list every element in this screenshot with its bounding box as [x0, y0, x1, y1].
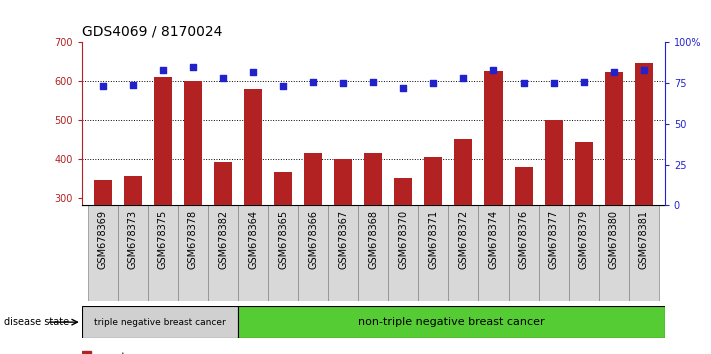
Bar	[358, 205, 388, 301]
Bar	[599, 205, 629, 301]
Point	[578, 79, 589, 84]
Bar	[545, 120, 562, 314]
Bar	[424, 157, 442, 314]
Point	[247, 69, 259, 75]
Point	[97, 84, 109, 89]
Bar	[418, 205, 449, 301]
Bar	[515, 167, 533, 314]
Bar	[479, 205, 508, 301]
Bar	[184, 81, 202, 314]
Bar	[274, 172, 292, 314]
Text: GSM678368: GSM678368	[368, 210, 378, 269]
Point	[187, 64, 198, 70]
Bar	[238, 306, 665, 338]
Bar	[449, 205, 479, 301]
Bar	[124, 176, 142, 314]
Text: GSM678364: GSM678364	[248, 210, 258, 269]
Point	[307, 79, 319, 84]
Bar	[148, 205, 178, 301]
Bar	[87, 205, 118, 301]
Text: non-triple negative breast cancer: non-triple negative breast cancer	[358, 317, 545, 327]
Bar	[94, 180, 112, 314]
Bar	[484, 71, 503, 314]
Bar	[454, 139, 472, 314]
Bar	[268, 205, 298, 301]
Bar	[395, 178, 412, 314]
Bar	[334, 159, 352, 314]
Bar	[214, 161, 232, 314]
Text: GSM678374: GSM678374	[488, 210, 498, 269]
Point	[428, 80, 439, 86]
Text: triple negative breast cancer: triple negative breast cancer	[94, 318, 226, 327]
Text: GSM678376: GSM678376	[518, 210, 528, 269]
Point	[608, 69, 619, 75]
Bar	[82, 351, 91, 354]
Bar	[82, 306, 238, 338]
Text: disease state: disease state	[4, 317, 69, 327]
Point	[157, 67, 169, 73]
Bar	[635, 63, 653, 314]
Point	[458, 75, 469, 81]
Point	[488, 67, 499, 73]
Text: GSM678365: GSM678365	[278, 210, 288, 269]
Text: GSM678379: GSM678379	[579, 210, 589, 269]
Text: GSM678370: GSM678370	[398, 210, 408, 269]
Text: GSM678382: GSM678382	[218, 210, 228, 269]
Point	[277, 84, 289, 89]
Text: GSM678372: GSM678372	[459, 210, 469, 269]
Text: GSM678366: GSM678366	[308, 210, 318, 269]
Text: GSM678369: GSM678369	[98, 210, 108, 269]
Point	[548, 80, 560, 86]
Text: GSM678378: GSM678378	[188, 210, 198, 269]
Bar	[388, 205, 418, 301]
Bar	[154, 78, 172, 314]
Point	[518, 80, 529, 86]
Text: GSM678373: GSM678373	[128, 210, 138, 269]
Point	[338, 80, 349, 86]
Bar	[304, 153, 322, 314]
Bar	[574, 142, 593, 314]
Point	[368, 79, 379, 84]
Point	[638, 67, 649, 73]
Bar	[604, 72, 623, 314]
Text: GDS4069 / 8170024: GDS4069 / 8170024	[82, 25, 222, 39]
Text: GSM678367: GSM678367	[338, 210, 348, 269]
Bar	[208, 205, 238, 301]
Bar	[298, 205, 328, 301]
Bar	[569, 205, 599, 301]
Bar	[364, 153, 383, 314]
Text: GSM678381: GSM678381	[638, 210, 648, 269]
Point	[218, 75, 229, 81]
Text: GSM678380: GSM678380	[609, 210, 619, 269]
Bar	[118, 205, 148, 301]
Bar	[629, 205, 659, 301]
Bar	[244, 89, 262, 314]
Bar	[178, 205, 208, 301]
Text: GSM678371: GSM678371	[429, 210, 439, 269]
Point	[397, 85, 409, 91]
Bar	[238, 205, 268, 301]
Text: GSM678377: GSM678377	[549, 210, 559, 269]
Bar	[538, 205, 569, 301]
Text: GSM678375: GSM678375	[158, 210, 168, 269]
Point	[127, 82, 139, 88]
Bar	[508, 205, 538, 301]
Bar	[328, 205, 358, 301]
Text: count: count	[96, 352, 125, 354]
